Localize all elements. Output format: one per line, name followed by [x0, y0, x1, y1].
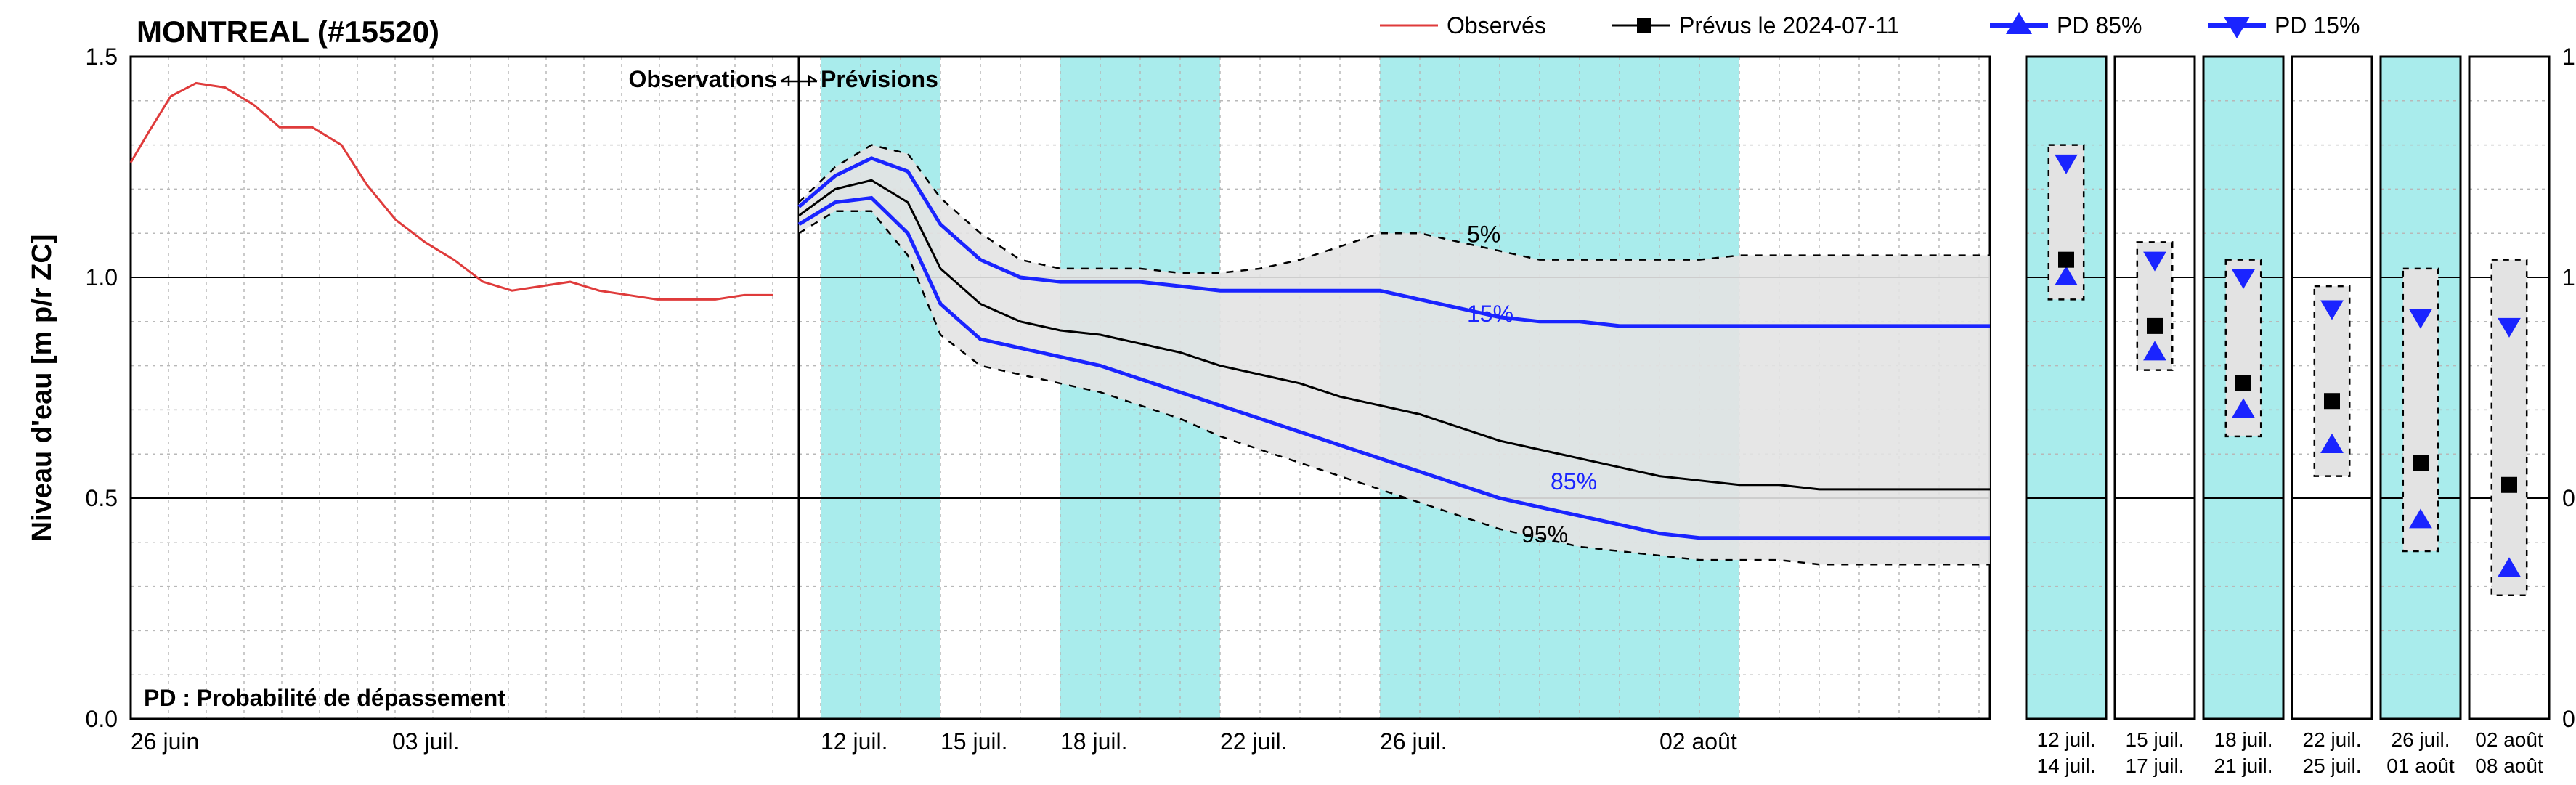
legend-forecast: Prévus le 2024-07-11 [1679, 12, 1900, 38]
svg-text:02 août: 02 août [2475, 728, 2543, 751]
svg-text:85%: 85% [1551, 468, 1597, 495]
svg-text:Prévisions: Prévisions [821, 66, 938, 92]
svg-text:15 juil.: 15 juil. [940, 728, 1008, 755]
svg-text:01 août: 01 août [2386, 755, 2455, 777]
svg-text:18 juil.: 18 juil. [1060, 728, 1128, 755]
y-axis-label: Niveau d'eau [m p/r ZC] [27, 235, 57, 542]
svg-text:12 juil.: 12 juil. [2037, 728, 2096, 751]
legend-pd15: PD 15% [2275, 12, 2360, 38]
pd-note: PD : Probabilité de dépassement [144, 685, 505, 711]
svg-text:1.0: 1.0 [2562, 264, 2576, 290]
svg-text:14 juil.: 14 juil. [2037, 755, 2096, 777]
svg-text:0.0: 0.0 [2562, 706, 2576, 732]
svg-text:1.5: 1.5 [86, 44, 118, 70]
chart-root: 0.0 0.5 1.0 1.5 Niveau d'eau [m p/r ZC] 26 ju… [0, 0, 2576, 785]
svg-text:1.0: 1.0 [86, 264, 118, 290]
svg-text:17 juil.: 17 juil. [2126, 755, 2185, 777]
svg-text:22 juil.: 22 juil. [1220, 728, 1288, 755]
svg-text:0.5: 0.5 [2562, 485, 2576, 511]
svg-text:1.5: 1.5 [2562, 44, 2576, 70]
chart-svg: 0.0 0.5 1.0 1.5 Niveau d'eau [m p/r ZC] 26 ju… [0, 0, 2576, 785]
svg-text:15%: 15% [1467, 301, 1513, 327]
svg-text:26 juil.: 26 juil. [2392, 728, 2450, 751]
svg-text:5%: 5% [1467, 221, 1500, 247]
svg-text:02 août: 02 août [1659, 728, 1737, 755]
svg-text:15 juil.: 15 juil. [2126, 728, 2185, 751]
svg-text:03 juil.: 03 juil. [392, 728, 460, 755]
svg-text:21 juil.: 21 juil. [2214, 755, 2273, 777]
svg-text:95%: 95% [1521, 521, 1568, 548]
svg-text:25 juil.: 25 juil. [2303, 755, 2362, 777]
svg-text:22 juil.: 22 juil. [2303, 728, 2362, 751]
svg-text:26 juin: 26 juin [131, 728, 199, 755]
svg-text:Observations: Observations [628, 66, 777, 92]
legend-pd85: PD 85% [2057, 12, 2142, 38]
chart-title: MONTREAL (#15520) [137, 15, 439, 49]
legend-observed: Observés [1447, 12, 1546, 38]
svg-text:0.0: 0.0 [86, 706, 118, 732]
svg-text:12 juil.: 12 juil. [821, 728, 888, 755]
svg-text:18 juil.: 18 juil. [2214, 728, 2273, 751]
svg-text:0.5: 0.5 [86, 485, 118, 511]
svg-text:08 août: 08 août [2475, 755, 2543, 777]
svg-text:26 juil.: 26 juil. [1380, 728, 1447, 755]
